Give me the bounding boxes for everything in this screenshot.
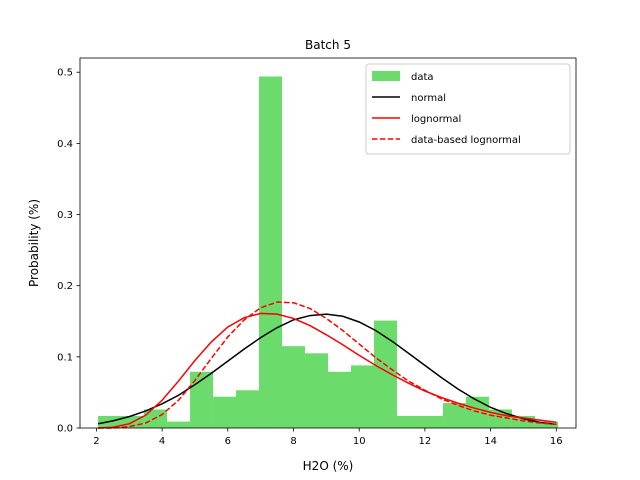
x-tick-label: 8 xyxy=(290,436,296,447)
y-tick-label: 0.2 xyxy=(57,281,73,292)
histogram-bar xyxy=(190,371,214,428)
x-tick-label: 10 xyxy=(353,436,366,447)
y-tick-label: 0.5 xyxy=(57,68,73,79)
series-line-data-based-lognormal xyxy=(98,301,557,429)
histogram-bar xyxy=(305,353,328,428)
y-axis-ticks: 0.0 0.1 0.2 0.3 0.4 0.5 xyxy=(57,68,80,435)
histogram-bar xyxy=(442,403,466,428)
x-tick-label: 6 xyxy=(225,436,231,447)
x-axis-label: H2O (%) xyxy=(303,459,354,473)
legend-label: data-based lognormal xyxy=(411,135,521,146)
legend-label: normal xyxy=(411,93,446,104)
chart-title: Batch 5 xyxy=(305,38,351,52)
x-tick-label: 4 xyxy=(159,436,165,447)
histogram-bars xyxy=(98,76,558,428)
histogram-bar xyxy=(419,415,443,428)
legend: data normal lognormal data-based lognormal xyxy=(365,63,571,155)
histogram-bar xyxy=(259,76,283,428)
legend-box xyxy=(365,63,571,155)
histogram-bar xyxy=(328,371,351,428)
y-tick-label: 0.3 xyxy=(57,210,73,221)
legend-label: lognormal xyxy=(411,114,461,125)
histogram-bar xyxy=(534,421,558,428)
y-tick-label: 0.0 xyxy=(57,424,73,435)
y-tick-label: 0.1 xyxy=(57,352,73,363)
legend-swatch xyxy=(372,71,400,81)
y-tick-label: 0.4 xyxy=(57,139,73,150)
histogram-bar xyxy=(396,415,420,428)
x-axis-ticks: 2 4 6 8 10 12 14 16 xyxy=(93,428,563,447)
histogram-bar xyxy=(282,346,306,428)
series-line-lognormal xyxy=(98,312,557,429)
histogram-bar xyxy=(167,421,191,428)
histogram-bar xyxy=(144,409,168,428)
histogram-bar xyxy=(350,365,374,428)
histogram-bar xyxy=(236,390,260,428)
x-tick-label: 12 xyxy=(419,436,432,447)
x-tick-label: 16 xyxy=(550,436,563,447)
plot-frame xyxy=(79,57,577,429)
histogram-bar xyxy=(373,320,397,428)
series-line-normal xyxy=(97,313,557,426)
fit-curves xyxy=(97,301,557,429)
x-tick-label: 14 xyxy=(484,436,497,447)
y-axis-label: Probability (%) xyxy=(27,199,41,287)
histogram-bar xyxy=(213,396,237,428)
legend-label: data xyxy=(411,72,434,83)
x-tick-label: 2 xyxy=(93,436,99,447)
